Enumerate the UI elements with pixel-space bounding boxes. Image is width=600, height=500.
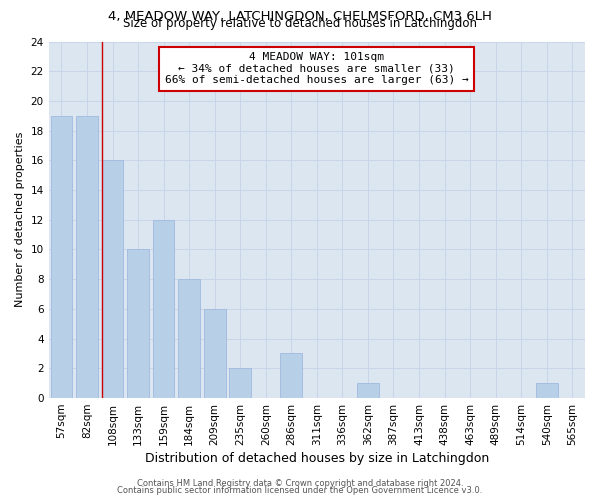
Bar xyxy=(536,383,557,398)
X-axis label: Distribution of detached houses by size in Latchingdon: Distribution of detached houses by size … xyxy=(145,452,489,465)
Bar xyxy=(50,116,72,398)
Bar xyxy=(76,116,98,398)
Bar xyxy=(101,160,124,398)
Bar xyxy=(127,250,149,398)
Bar xyxy=(280,354,302,398)
Text: 4 MEADOW WAY: 101sqm
← 34% of detached houses are smaller (33)
66% of semi-detac: 4 MEADOW WAY: 101sqm ← 34% of detached h… xyxy=(165,52,469,86)
Bar xyxy=(357,383,379,398)
Y-axis label: Number of detached properties: Number of detached properties xyxy=(15,132,25,308)
Text: Size of property relative to detached houses in Latchingdon: Size of property relative to detached ho… xyxy=(123,18,477,30)
Bar xyxy=(178,279,200,398)
Text: Contains public sector information licensed under the Open Government Licence v3: Contains public sector information licen… xyxy=(118,486,482,495)
Text: 4, MEADOW WAY, LATCHINGDON, CHELMSFORD, CM3 6LH: 4, MEADOW WAY, LATCHINGDON, CHELMSFORD, … xyxy=(108,10,492,23)
Bar xyxy=(204,309,226,398)
Text: Contains HM Land Registry data © Crown copyright and database right 2024.: Contains HM Land Registry data © Crown c… xyxy=(137,478,463,488)
Bar xyxy=(153,220,175,398)
Bar xyxy=(229,368,251,398)
